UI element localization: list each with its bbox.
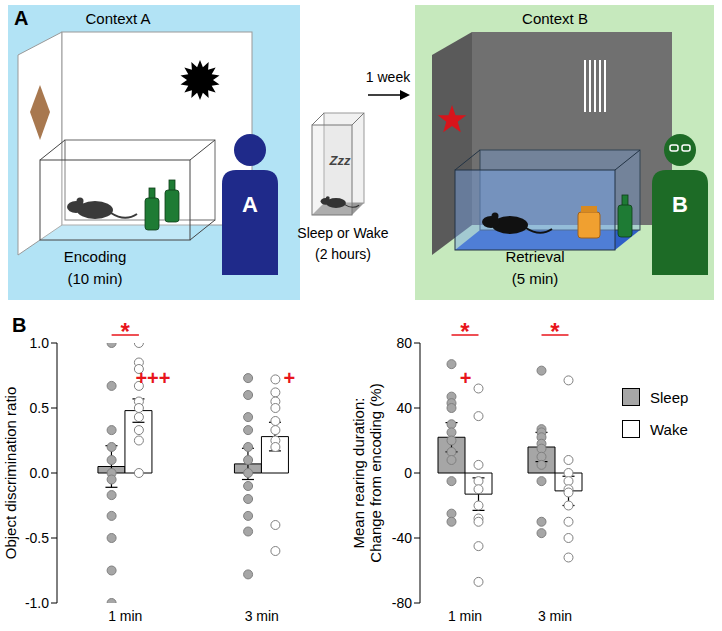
svg-text:Change from encoding (%): Change from encoding (%)	[367, 383, 384, 562]
svg-text:0.5: 0.5	[30, 400, 50, 416]
svg-text:3 min: 3 min	[245, 608, 279, 624]
svg-text:Retrieval: Retrieval	[505, 248, 564, 265]
svg-text:-0.5: -0.5	[25, 530, 49, 546]
svg-text:1 min: 1 min	[108, 608, 142, 624]
html-text:Wake: Wake	[650, 420, 688, 438]
svg-text:1 week: 1 week	[366, 69, 411, 85]
svg-text:1.0: 1.0	[30, 335, 50, 351]
svg-text:(5 min): (5 min)	[512, 270, 559, 287]
svg-text:40: 40	[396, 400, 412, 416]
svg-text:(2 hours): (2 hours)	[315, 246, 371, 262]
svg-text:(10 min): (10 min)	[67, 270, 122, 287]
svg-text:-40: -40	[392, 530, 412, 546]
svg-text:Context B: Context B	[522, 10, 588, 27]
svg-text:+: +	[460, 367, 472, 389]
svg-text:A: A	[14, 7, 28, 29]
svg-text:3 min: 3 min	[538, 608, 572, 624]
html-text:B: B	[12, 314, 27, 336]
svg-text:+: +	[284, 367, 296, 389]
svg-text:1 min: 1 min	[448, 608, 482, 624]
svg-text:0.0: 0.0	[30, 465, 50, 481]
svg-text:*: *	[121, 318, 131, 345]
svg-text:Mean rearing duration:: Mean rearing duration:	[350, 398, 367, 549]
svg-text:80: 80	[396, 335, 412, 351]
svg-text:-80: -80	[392, 595, 412, 611]
svg-text:Context A: Context A	[85, 10, 150, 27]
svg-text:A: A	[242, 192, 258, 217]
svg-text:-1.0: -1.0	[25, 595, 49, 611]
svg-text:0: 0	[404, 465, 412, 481]
svg-text:Sleep or Wake: Sleep or Wake	[297, 225, 389, 241]
svg-text:B: B	[672, 192, 688, 217]
html-text:Sleep: Sleep	[650, 388, 689, 406]
svg-text:*: *	[550, 318, 560, 345]
svg-text:Zzz: Zzz	[329, 153, 351, 168]
svg-text:*: *	[460, 318, 470, 345]
svg-text:+++: +++	[135, 367, 170, 389]
svg-text:Encoding: Encoding	[64, 248, 127, 265]
svg-text:Object discrimination ratio: Object discrimination ratio	[2, 387, 19, 560]
